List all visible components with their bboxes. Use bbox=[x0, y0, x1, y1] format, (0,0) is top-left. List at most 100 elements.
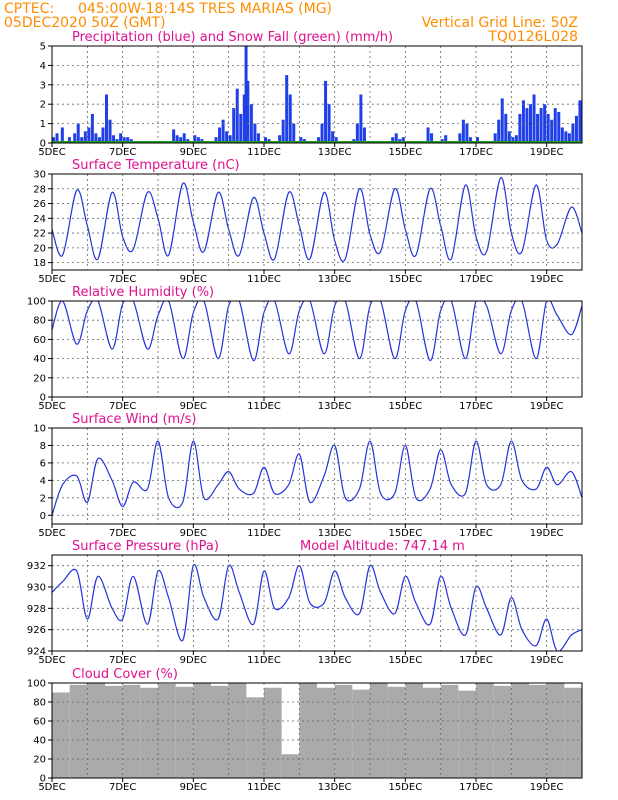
y-tick-label: 30 bbox=[33, 170, 46, 181]
cloud-bar bbox=[370, 683, 388, 778]
cloud-bar bbox=[458, 690, 476, 778]
y-tick-label: 10 bbox=[33, 424, 46, 435]
x-tick-label: 9DEC bbox=[180, 655, 207, 666]
cloud-bar bbox=[493, 685, 512, 778]
precip-bar bbox=[97, 137, 101, 143]
cloud-bar bbox=[352, 689, 370, 778]
x-tick-label: 7DEC bbox=[109, 147, 136, 158]
precip-bar bbox=[60, 127, 64, 143]
cloud-bar bbox=[405, 683, 423, 778]
precip-bar bbox=[317, 137, 320, 143]
precip-bar bbox=[87, 127, 91, 143]
precip-bar bbox=[264, 137, 267, 143]
precip-bar bbox=[94, 133, 98, 143]
y-tick-label: 26 bbox=[33, 199, 46, 210]
precip-bar bbox=[359, 94, 363, 143]
x-tick-label: 9DEC bbox=[180, 401, 207, 412]
precip-bar bbox=[557, 111, 561, 143]
precip-bar bbox=[511, 137, 515, 143]
precip-bar bbox=[193, 135, 197, 143]
x-tick-label: 9DEC bbox=[180, 528, 207, 539]
precip-bar bbox=[465, 123, 469, 143]
precip-bar bbox=[564, 131, 568, 143]
x-tick-label: 19DEC bbox=[530, 274, 564, 285]
precip-bar bbox=[246, 80, 250, 143]
y-tick-label: 930 bbox=[27, 583, 46, 594]
y-tick-label: 20 bbox=[33, 755, 46, 766]
x-tick-label: 7DEC bbox=[109, 401, 136, 412]
cloud-bar bbox=[387, 686, 406, 778]
y-tick-label: 80 bbox=[33, 698, 46, 709]
panel-title: Precipitation (blue) and Snow Fall (gree… bbox=[72, 30, 393, 45]
x-tick-label: 17DEC bbox=[459, 655, 493, 666]
precip-bar bbox=[514, 135, 518, 143]
y-tick-label: 60 bbox=[33, 717, 46, 728]
precip-bar bbox=[105, 94, 108, 143]
x-tick-label: 19DEC bbox=[530, 401, 564, 412]
precip-bar bbox=[493, 133, 497, 143]
panel-title: Surface Temperature (nC) bbox=[72, 158, 240, 173]
precip-bar bbox=[578, 100, 582, 143]
precip-bar bbox=[249, 104, 253, 143]
precip-bar bbox=[521, 100, 525, 143]
panel-annotation: Model Altitude: 747.14 m bbox=[300, 539, 465, 554]
precip-bar bbox=[476, 137, 479, 143]
panel-title: Surface Wind (m/s) bbox=[72, 412, 196, 427]
x-tick-label: 15DEC bbox=[388, 274, 422, 285]
y-tick-label: 928 bbox=[27, 604, 46, 615]
precip-bar bbox=[550, 119, 554, 143]
precip-bar bbox=[536, 113, 540, 143]
precip-bar bbox=[52, 137, 55, 143]
cloud-bar bbox=[281, 754, 300, 778]
y-tick-label: 0 bbox=[40, 511, 46, 522]
panel-frame bbox=[51, 45, 583, 144]
panel-1: Precipitation (blue) and Snow Fall (gree… bbox=[38, 30, 583, 158]
precip-bar bbox=[507, 131, 511, 143]
precip-bar bbox=[394, 133, 398, 143]
y-tick-label: 0 bbox=[40, 393, 46, 404]
x-tick-label: 5DEC bbox=[38, 401, 65, 412]
x-tick-label: 7DEC bbox=[109, 274, 136, 285]
precip-bar bbox=[444, 135, 448, 143]
x-tick-label: 9DEC bbox=[180, 274, 207, 285]
precip-bar bbox=[67, 137, 71, 143]
panel-3: Relative Humidity (%) 0 20 40 60 80 100 5DEC 7DE… bbox=[27, 285, 583, 412]
precip-bar bbox=[214, 137, 218, 143]
precip-bar bbox=[560, 127, 564, 143]
cloud-bar bbox=[158, 683, 176, 778]
y-tick-label: 4 bbox=[40, 476, 46, 487]
x-tick-label: 7DEC bbox=[109, 655, 136, 666]
precip-bar bbox=[574, 115, 578, 143]
precip-bar bbox=[119, 133, 123, 143]
panels: Precipitation (blue) and Snow Fall (gree… bbox=[27, 30, 583, 793]
x-tick-label: 13DEC bbox=[318, 401, 352, 412]
y-tick-label: 926 bbox=[27, 625, 46, 636]
x-tick-label: 17DEC bbox=[459, 147, 493, 158]
precip-bar bbox=[182, 133, 186, 143]
cloud-bar bbox=[140, 687, 158, 778]
x-tick-label: 9DEC bbox=[180, 147, 207, 158]
precip-bar bbox=[553, 108, 557, 143]
x-tick-label: 15DEC bbox=[388, 401, 422, 412]
x-tick-label: 19DEC bbox=[530, 147, 564, 158]
x-tick-label: 13DEC bbox=[318, 147, 352, 158]
x-tick-label: 15DEC bbox=[388, 655, 422, 666]
panel-frame bbox=[51, 682, 583, 779]
cloud-bar bbox=[317, 687, 335, 778]
y-tick-label: 4 bbox=[40, 61, 46, 72]
precip-bar bbox=[228, 135, 232, 143]
y-tick-label: 22 bbox=[33, 229, 46, 240]
header-source: CPTEC: bbox=[4, 1, 54, 17]
header-code: TQ0126L028 bbox=[487, 29, 578, 45]
x-tick-label: 13DEC bbox=[318, 782, 352, 793]
header-location: 045:00W-18:14S TRES MARIAS (MG) bbox=[78, 1, 332, 17]
cloud-bar bbox=[546, 683, 565, 778]
x-tick-label: 15DEC bbox=[388, 147, 422, 158]
precip-bar bbox=[253, 123, 257, 143]
cloud-bar bbox=[105, 685, 123, 778]
precip-bar bbox=[529, 104, 532, 143]
precip-bar bbox=[281, 119, 285, 143]
precip-bar bbox=[288, 94, 292, 143]
x-tick-label: 19DEC bbox=[530, 528, 564, 539]
